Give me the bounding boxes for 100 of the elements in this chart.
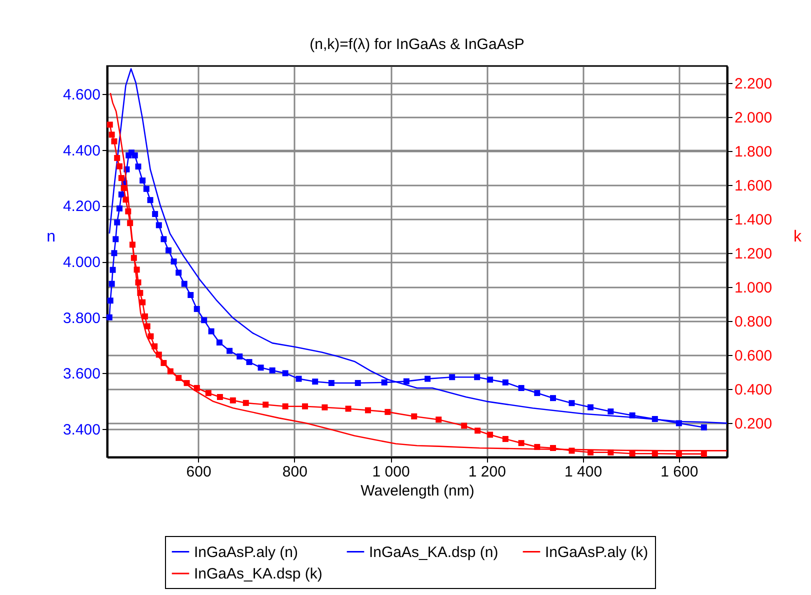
point (502, 379, 508, 386)
point (216, 394, 223, 400)
point (700, 450, 707, 457)
point (147, 197, 154, 204)
point (176, 270, 182, 276)
point (112, 236, 119, 242)
point (296, 376, 302, 382)
point (194, 306, 200, 312)
y-tick-label: 3.600 (62, 366, 100, 383)
point (258, 364, 264, 371)
point (282, 403, 288, 410)
x-tick-label: 800 (282, 464, 308, 480)
point (216, 339, 222, 346)
y-tick-label: 4.000 (62, 254, 100, 271)
point (116, 205, 122, 212)
point (246, 359, 252, 366)
y2-tick-label: 0.600 (734, 348, 772, 364)
legend-label: InGaAs_KA.dsp (k) (194, 566, 322, 582)
point (700, 424, 707, 430)
point (282, 370, 288, 376)
point (354, 380, 361, 386)
point (226, 348, 233, 354)
y2-tick-label: 0.800 (734, 314, 772, 330)
point (111, 250, 118, 256)
point (108, 132, 115, 138)
point (588, 404, 594, 410)
point (152, 211, 158, 218)
point (302, 403, 308, 410)
point (345, 406, 352, 412)
x-tick-label: 1 000 (372, 464, 410, 480)
point (106, 122, 113, 128)
point (188, 292, 194, 298)
point (461, 422, 468, 429)
point (205, 390, 212, 396)
y2-tick-label: 1.200 (734, 246, 772, 262)
x-tick-label: 1 400 (564, 464, 602, 480)
point (111, 138, 118, 144)
point (449, 374, 456, 380)
y-tick-label: 3.400 (62, 422, 100, 439)
point (114, 154, 120, 161)
point (518, 440, 524, 446)
point (676, 450, 682, 457)
point (118, 191, 124, 198)
point (108, 280, 115, 287)
point (474, 428, 481, 434)
point (364, 407, 371, 414)
x-tick-label: 600 (186, 464, 212, 480)
point (322, 404, 328, 410)
point (424, 376, 431, 382)
point (236, 353, 243, 360)
y-tick-label: 4.400 (62, 142, 100, 160)
point (262, 402, 269, 408)
point (487, 376, 494, 383)
point (118, 175, 124, 182)
point (114, 219, 120, 226)
point (269, 367, 276, 374)
legend-label: InGaAs_KA.dsp (n) (369, 544, 498, 561)
point (608, 408, 614, 414)
point (143, 186, 150, 192)
y2-tick-label: 1.000 (734, 280, 772, 296)
y2-tick-label: 0.400 (734, 382, 772, 398)
point (160, 236, 167, 242)
chart-title: (n,k)=f(λ) for InGaAs & InGaAsP (310, 36, 524, 53)
point (411, 413, 418, 420)
point (230, 397, 236, 404)
point (487, 432, 494, 438)
point (312, 378, 318, 385)
point (328, 380, 334, 386)
point (550, 395, 556, 402)
point (242, 400, 249, 406)
point (436, 416, 442, 423)
point (208, 328, 214, 334)
y2-tick-label: 1.400 (734, 212, 772, 228)
y2-tick-label: 2.000 (734, 110, 772, 126)
point (384, 408, 391, 415)
point (144, 323, 150, 330)
x-axis-title: Wavelength (nm) (360, 482, 474, 500)
point (148, 333, 154, 340)
y-tick-label: 3.800 (62, 310, 100, 327)
point (502, 436, 508, 442)
y2-tick-label: 1.600 (734, 178, 772, 194)
point (403, 378, 410, 384)
point (107, 298, 114, 304)
y2-tick-label: 2.200 (734, 76, 772, 92)
point (106, 314, 112, 320)
y2-tick-label: 1.800 (734, 144, 772, 160)
point (110, 266, 116, 273)
point (140, 178, 146, 184)
point (132, 152, 138, 158)
y-tick-label: 4.200 (62, 198, 100, 216)
point (518, 385, 524, 392)
y-tick-label: 4.600 (62, 86, 100, 104)
y2-tick-label: 0.200 (734, 416, 772, 432)
point (140, 299, 146, 306)
x-tick-label: 1 600 (660, 464, 698, 480)
y2-axis-title: k (794, 228, 802, 246)
point (166, 247, 172, 254)
point (568, 400, 575, 406)
point (135, 164, 142, 170)
point (201, 317, 208, 324)
